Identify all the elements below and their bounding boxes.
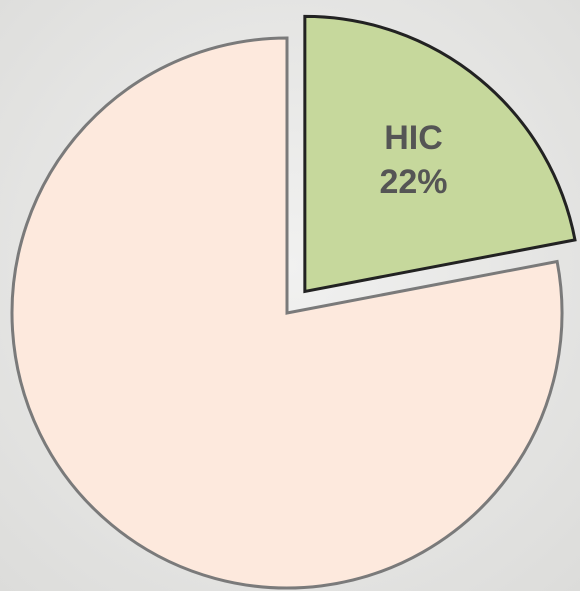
pie-slice: [303, 14, 577, 294]
slice-value-label: 22%: [379, 163, 447, 201]
pie-slice: [10, 36, 564, 590]
slice-label: HIC: [384, 119, 443, 157]
